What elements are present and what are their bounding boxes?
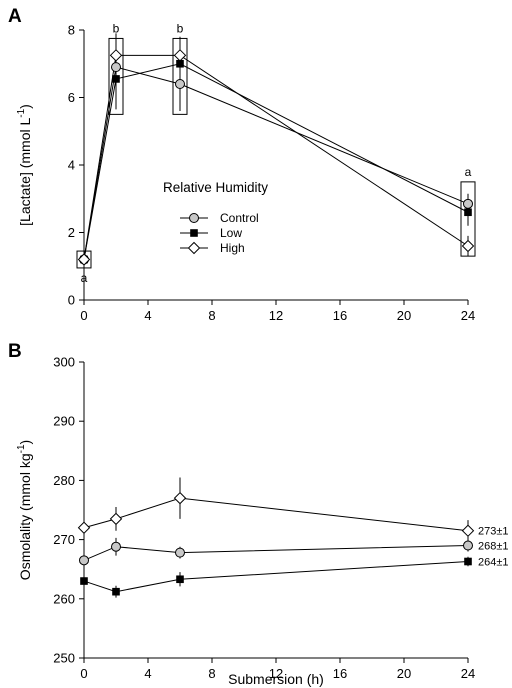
y-axis-title-text: [Lactate] (mmol L [17,118,33,226]
x-tick-label: 16 [333,308,347,323]
data-point-circle [175,79,185,89]
data-point-diamond [109,512,123,526]
y-tick-label: 250 [53,651,75,666]
legend-marker-circle [189,213,199,223]
data-point-circle [463,540,473,551]
legend-entry: Low [220,226,242,240]
group-box [76,250,92,269]
x-tick-label: 0 [80,308,87,323]
x-tick-label: 0 [80,666,87,681]
x-tick-label: 4 [144,308,151,323]
x-tick-label: 4 [144,666,151,681]
y-axis-title-exponent: -1 [16,108,27,117]
series-line [83,545,469,561]
x-tick-label: 8 [208,666,215,681]
data-point-diamond [109,49,123,62]
x-tick-label: 24 [461,308,475,323]
legend-marker-square [190,229,198,237]
legend-title: Relative Humidity [163,180,268,195]
data-point-circle [111,541,121,552]
data-point-square [464,557,472,566]
x-tick-label: 16 [333,666,347,681]
series-end-label: 264±1 [478,557,509,569]
panel-letter: A [8,6,22,27]
y-tick-label: 270 [53,532,75,547]
y-tick-label: 4 [68,158,75,173]
series-end-label: 268±1 [478,541,509,553]
series-end-label: 273±1 [478,526,509,538]
legend-entry: Control [220,211,259,225]
y-tick-label: 8 [68,23,75,38]
series-line [83,497,469,532]
y-tick-label: 290 [53,414,75,429]
legend-entry: High [220,241,245,255]
data-point-diamond [77,521,91,534]
y-axis-title-close: ) [17,440,33,445]
data-point-square [112,587,120,596]
y-tick-label: 0 [68,293,75,308]
data-point-circle [79,555,89,566]
y-axis-title-close: ) [17,104,33,109]
data-point-square [112,75,120,83]
data-point-square [176,59,184,68]
y-axis-title: [Lactate] (mmol L-1) [16,104,33,226]
data-point-diamond [173,491,187,505]
significance-letter: a [465,165,472,179]
data-point-diamond [461,524,475,537]
y-tick-label: 6 [68,90,75,105]
significance-letter: b [177,21,184,35]
data-point-circle [463,198,473,209]
significance-letter: b [113,21,120,35]
data-point-square [80,577,88,585]
series-line [83,66,469,260]
legend-marker-diamond [187,241,201,255]
panel-b: B 250 260 270 280 290 300 0 4 8 12 16 20 24 Osmolality… [8,341,509,687]
data-point-square [464,208,472,217]
x-tick-label: 20 [397,308,411,323]
y-tick-label: 300 [53,355,75,370]
x-tick-label: 12 [269,308,283,323]
x-axis-title: Submersion (h) [228,671,324,687]
x-tick-label: 24 [461,666,475,681]
data-point-diamond [173,49,187,62]
y-tick-label: 260 [53,591,75,606]
y-tick-label: 280 [53,473,75,488]
x-tick-label: 12 [269,666,283,681]
significance-letter: a [81,271,88,285]
series-line [83,54,469,260]
data-point-square [176,575,184,584]
y-axis-title-exponent: -1 [16,444,27,453]
data-point-circle [111,62,121,73]
series-line [83,63,469,260]
panel-letter: B [8,341,22,362]
data-point-diamond [77,253,91,266]
x-tick-label: 20 [397,666,411,681]
series-line [83,561,469,593]
data-point-diamond [461,239,475,253]
x-tick-label: 8 [208,308,215,323]
y-axis-title: Osmolality (mmol kg-1) [16,440,33,580]
y-tick-label: 2 [68,225,75,240]
data-point-circle [175,547,185,558]
y-axis-title-text: Osmolality (mmol kg [17,453,33,580]
